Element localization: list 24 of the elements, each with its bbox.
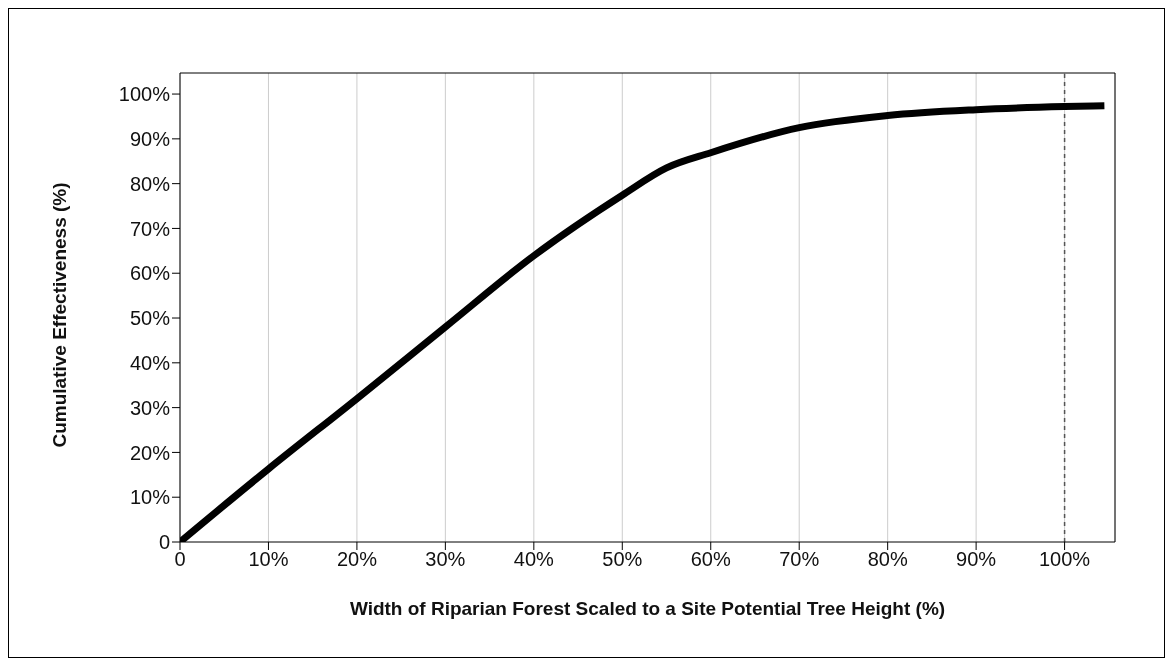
y-tick-label: 50% — [129, 307, 171, 330]
x-tick-label: 70% — [779, 548, 820, 571]
x-tick-label: 20% — [336, 548, 378, 571]
x-axis-title: Width of Riparian Forest Scaled to a Site Potential Tree Height (%) — [349, 598, 946, 619]
y-tick-label: 60% — [129, 262, 171, 285]
y-tick-label: 0 — [158, 531, 170, 554]
x-tick-label: 60% — [690, 548, 731, 571]
y-tick-label: 70% — [129, 217, 171, 240]
y-tick-label: 30% — [129, 396, 171, 419]
x-tick-label: 90% — [956, 548, 997, 571]
x-tick-label: 100% — [1039, 548, 1091, 571]
x-tick-label: 40% — [513, 548, 555, 571]
x-tick-label: 30% — [425, 548, 466, 571]
y-tick-label: 90% — [129, 127, 171, 150]
y-axis-title: Cumulative Effectiveness (%) — [48, 182, 70, 448]
y-tick-label: 40% — [129, 351, 171, 374]
y-tick-label: 20% — [129, 441, 171, 464]
y-tick-label: 10% — [129, 486, 171, 509]
x-tick-label: 80% — [867, 548, 908, 571]
y-tick-label: 80% — [129, 172, 171, 195]
x-tick-label: 0 — [174, 548, 186, 571]
y-tick-label: 100% — [118, 83, 171, 106]
x-tick-label: 50% — [602, 548, 643, 571]
x-tick-label: 10% — [248, 548, 289, 571]
